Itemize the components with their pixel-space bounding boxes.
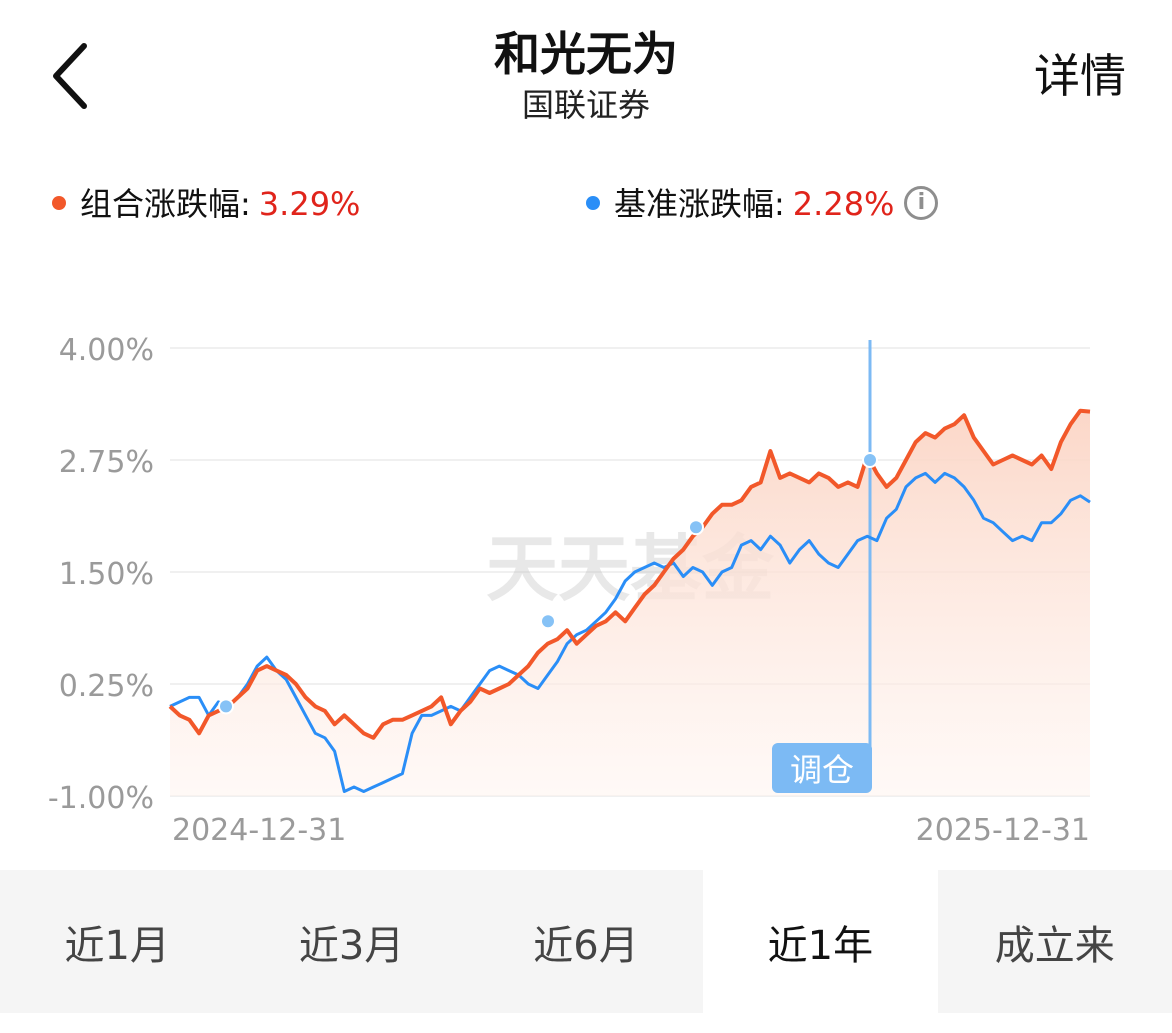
- tab-3-months[interactable]: 近3月: [298, 922, 405, 969]
- y-tick-label: -1.00%: [48, 781, 154, 816]
- rebalance-marker: [540, 613, 556, 630]
- page-subtitle: 国联证券: [521, 86, 650, 124]
- top-bar: 和光无为 国联证券 详情: [0, 0, 1172, 140]
- chart-svg: 4.00%2.75%1.50%0.25%-1.00%天天基金调仓2024-12-…: [48, 333, 1091, 848]
- detail-button[interactable]: 详情: [1034, 49, 1126, 103]
- rebalance-tag: [772, 743, 872, 793]
- portfolio-line: [168, 408, 1091, 740]
- tab-6-months[interactable]: 近6月: [533, 922, 639, 969]
- rebalance-marker: [218, 698, 234, 715]
- portfolio-label: 组合涨跌幅:: [80, 185, 251, 223]
- y-tick-label: 1.50%: [59, 557, 154, 592]
- y-tick-label: 2.75%: [59, 445, 154, 480]
- y-tick-label: 0.25%: [59, 669, 154, 704]
- x-start-label: 2024-12-31: [172, 813, 346, 848]
- legend-portfolio: 组合涨跌幅: 3.29%: [52, 176, 360, 232]
- info-icon[interactable]: i: [904, 186, 939, 220]
- benchmark-dot-icon: [586, 196, 600, 210]
- rebalance-tag-label: 调仓: [790, 751, 854, 789]
- y-tick-label: 4.00%: [59, 333, 154, 368]
- back-button[interactable]: [44, 40, 104, 112]
- portfolio-dot-icon: [52, 196, 66, 210]
- period-tabs: 近1月 近3月 近6月 近1年 成立来: [0, 870, 1172, 1013]
- benchmark-line: [169, 471, 1091, 793]
- chevron-left-icon: [53, 43, 87, 109]
- legend-benchmark: 基准涨跌幅: 2.28% i: [586, 176, 939, 232]
- tab-1-month[interactable]: 近1月: [64, 922, 170, 969]
- tab-1-year[interactable]: 近1年: [703, 870, 938, 1013]
- rebalance-marker: [688, 519, 704, 536]
- benchmark-value: 2.28%: [792, 185, 895, 223]
- performance-chart: 4.00% 2.75% 1.50% 0.25% -1.00% 天天基金 调仓 2024-12-…: [0, 300, 1172, 860]
- portfolio-value: 3.29%: [258, 185, 361, 223]
- rebalance-marker: [862, 452, 878, 468]
- chart-legend: 组合涨跌幅: 3.29% 基准涨跌幅: 2.28% i: [0, 176, 1172, 232]
- page-title: 和光无为: [494, 27, 678, 81]
- benchmark-label: 基准涨跌幅:: [614, 185, 785, 223]
- x-end-label: 2025-12-31: [916, 813, 1090, 848]
- tab-since-inception[interactable]: 成立来: [994, 922, 1115, 969]
- portfolio-area-fill: [170, 410, 1090, 796]
